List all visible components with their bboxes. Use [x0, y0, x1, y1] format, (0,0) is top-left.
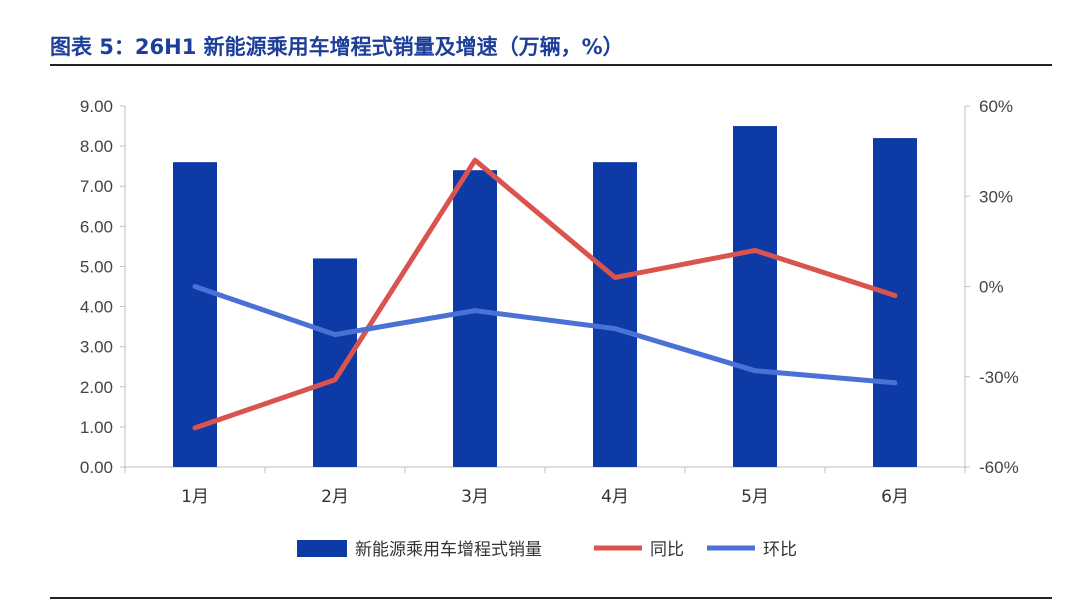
right-tick-label: -60% — [979, 458, 1019, 477]
bar-sales — [313, 258, 357, 467]
left-tick-label: 0.00 — [80, 458, 113, 477]
footer-rule — [50, 597, 1052, 599]
left-tick-label: 8.00 — [80, 137, 113, 156]
right-tick-label: 0% — [979, 278, 1004, 297]
x-tick-label: 3月 — [461, 487, 489, 507]
title-rule — [50, 64, 1052, 66]
x-tick-label: 1月 — [181, 487, 209, 507]
left-tick-label: 1.00 — [80, 418, 113, 437]
line-mom — [192, 284, 898, 386]
legend-label-mom: 环比 — [763, 540, 797, 560]
left-tick-label: 3.00 — [80, 338, 113, 357]
legend-swatch-sales — [297, 540, 347, 557]
left-tick-label: 5.00 — [80, 257, 113, 276]
left-tick-label: 7.00 — [80, 177, 113, 196]
x-tick-label: 6月 — [881, 487, 909, 507]
x-tick-label: 4月 — [601, 487, 629, 507]
legend-label-yoy: 同比 — [650, 540, 684, 560]
bar-sales — [593, 162, 637, 467]
bar-sales — [173, 162, 217, 467]
left-tick-label: 4.00 — [80, 298, 113, 317]
left-tick-label: 2.00 — [80, 378, 113, 397]
figure-title: 图表 5：26H1 新能源乘用车增程式销量及增速（万辆，%） — [50, 35, 624, 59]
right-tick-label: -30% — [979, 368, 1019, 387]
line-yoy — [192, 157, 898, 431]
bar-sales — [453, 170, 497, 467]
bar-sales — [873, 138, 917, 468]
left-tick-label: 6.00 — [80, 217, 113, 236]
x-tick-label: 2月 — [321, 487, 349, 507]
x-tick-label: 5月 — [741, 487, 769, 507]
left-tick-label: 9.00 — [80, 97, 113, 116]
bar-sales — [733, 126, 777, 468]
right-tick-label: 30% — [979, 187, 1013, 206]
legend-label-sales: 新能源乘用车增程式销量 — [355, 540, 542, 560]
right-tick-label: 60% — [979, 97, 1013, 116]
